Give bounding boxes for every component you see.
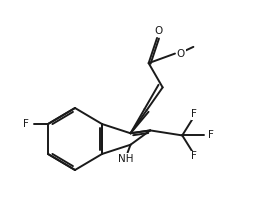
Text: F: F [23,119,29,129]
Text: O: O [154,26,162,36]
Text: F: F [191,109,197,119]
Text: F: F [208,130,214,140]
Text: F: F [191,152,197,161]
Text: O: O [177,49,185,59]
Text: NH: NH [118,154,133,164]
